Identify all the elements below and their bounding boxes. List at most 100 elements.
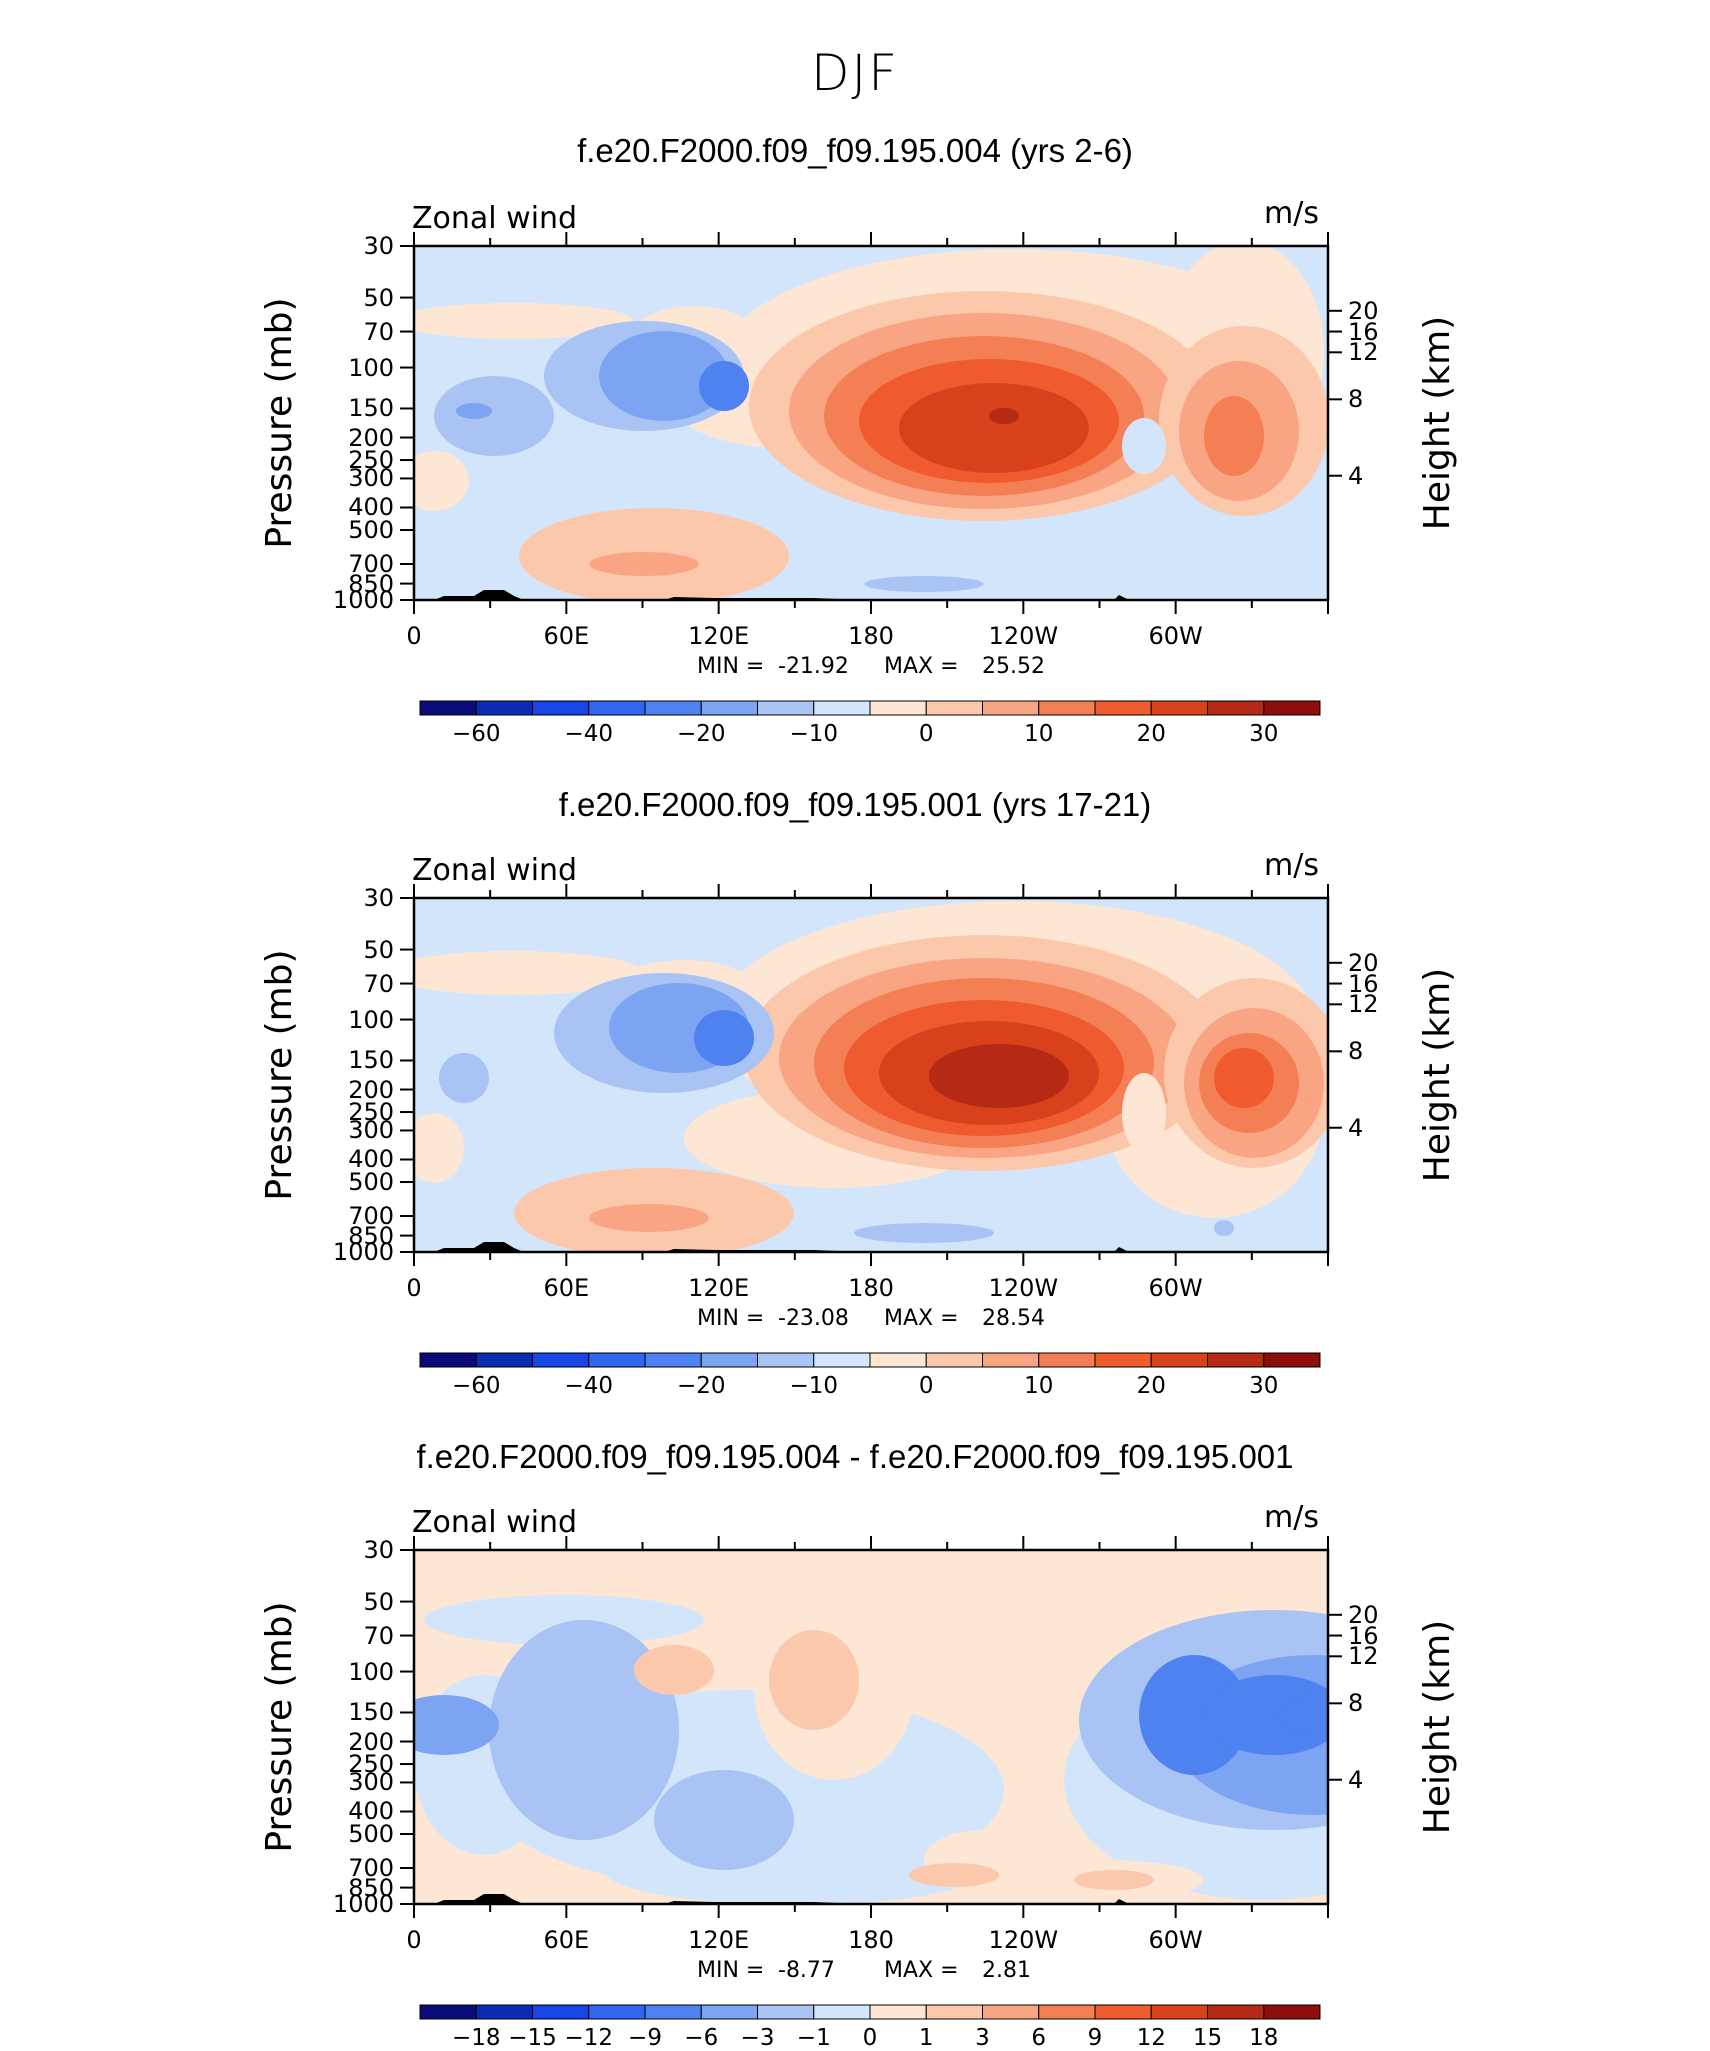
panel-title: f.e20.F2000.f09_f09.195.001 (yrs 17-21) bbox=[558, 786, 1152, 823]
contour-region bbox=[1214, 1220, 1234, 1236]
colorbar-swatch bbox=[982, 1352, 1040, 1368]
colorbar-swatch bbox=[588, 2004, 646, 2020]
x-tick-label: 120W bbox=[988, 622, 1059, 650]
units-label: m/s bbox=[1264, 848, 1319, 883]
height-tick-label: 20 bbox=[1348, 1600, 1379, 1629]
min-label: MIN = bbox=[697, 1306, 765, 1331]
colorbar-swatch bbox=[700, 700, 758, 716]
colorbar-swatch bbox=[700, 2004, 758, 2020]
y-tick-label: 50 bbox=[363, 1587, 394, 1616]
y-tick-label: 700 bbox=[348, 549, 394, 578]
colorbar-swatch bbox=[419, 1352, 477, 1368]
colorbar-tick-label: 20 bbox=[1136, 721, 1166, 747]
colorbar-swatch bbox=[475, 1352, 533, 1368]
y-tick-label: 100 bbox=[348, 1005, 394, 1034]
colorbar-swatch bbox=[925, 700, 983, 716]
colorbar bbox=[419, 700, 1321, 716]
contour-region bbox=[699, 361, 749, 411]
colorbar-tick-label: −40 bbox=[564, 721, 614, 747]
height-tick-label: 20 bbox=[1348, 948, 1379, 977]
colorbar-swatch bbox=[982, 700, 1040, 716]
colorbar bbox=[419, 2004, 1321, 2020]
colorbar-tick-label: 0 bbox=[918, 721, 934, 747]
colorbar-swatch bbox=[1207, 1352, 1265, 1368]
colorbar-swatch bbox=[1207, 2004, 1265, 2020]
contour-region bbox=[434, 376, 554, 456]
colorbar-tick-label: 18 bbox=[1249, 2025, 1279, 2051]
variable-label: Zonal wind bbox=[412, 1505, 578, 1540]
y-tick-label: 300 bbox=[348, 464, 394, 493]
contour-region bbox=[854, 1223, 994, 1243]
figure-title: DJF bbox=[810, 44, 899, 102]
colorbar-tick-label: −10 bbox=[789, 1373, 839, 1399]
height-tick-label: 4 bbox=[1348, 461, 1364, 490]
y-tick-label: 500 bbox=[348, 516, 394, 545]
contour-region bbox=[489, 1620, 679, 1840]
min-value: -23.08 bbox=[778, 1306, 849, 1331]
x-tick-label: 180 bbox=[848, 622, 894, 650]
colorbar-swatch bbox=[925, 1352, 983, 1368]
contour-region bbox=[989, 408, 1019, 424]
colorbar-swatch bbox=[532, 700, 590, 716]
units-label: m/s bbox=[1264, 1500, 1319, 1535]
min-value: -8.77 bbox=[778, 1958, 835, 1983]
y-tick-label: 30 bbox=[363, 232, 394, 260]
y-tick-label: 700 bbox=[348, 1201, 394, 1230]
colorbar-tick-label: −10 bbox=[789, 721, 839, 747]
x-tick-label: 60E bbox=[543, 1926, 590, 1954]
y-tick-label: 100 bbox=[348, 1657, 394, 1686]
min-label: MIN = bbox=[697, 654, 765, 679]
y-tick-label: 50 bbox=[363, 283, 394, 312]
x-tick-label: 60W bbox=[1148, 622, 1203, 650]
height-tick-label: 8 bbox=[1348, 1037, 1364, 1066]
colorbar-swatch bbox=[1094, 1352, 1152, 1368]
contour-region bbox=[1122, 418, 1166, 474]
y-tick-label: 30 bbox=[363, 1536, 394, 1564]
units-label: m/s bbox=[1264, 196, 1319, 231]
y-tick-label: 850 bbox=[348, 1873, 394, 1902]
contour-region bbox=[1204, 396, 1264, 476]
colorbar-swatch bbox=[1038, 700, 1096, 716]
colorbar-swatch bbox=[1263, 1352, 1321, 1368]
contour-region bbox=[456, 403, 492, 419]
min-label: MIN = bbox=[697, 1958, 765, 1983]
colorbar-swatch bbox=[644, 700, 702, 716]
max-label: MAX = bbox=[884, 1306, 959, 1331]
contour-region bbox=[414, 951, 644, 995]
contour-plot bbox=[400, 232, 1342, 614]
variable-label: Zonal wind bbox=[412, 853, 578, 888]
colorbar-swatch bbox=[869, 1352, 927, 1368]
colorbar-tick-label: −60 bbox=[451, 1373, 501, 1399]
contour-region bbox=[634, 1645, 714, 1695]
contour-region bbox=[1279, 1693, 1328, 1737]
y-tick-label: 1000 bbox=[332, 1238, 394, 1266]
y-tick-label: 200 bbox=[348, 1075, 394, 1104]
x-tick-label: 180 bbox=[848, 1926, 894, 1954]
y-tick-label: 150 bbox=[348, 1698, 394, 1727]
x-tick-label: 0 bbox=[406, 622, 422, 650]
y-tick-label: 250 bbox=[348, 446, 394, 475]
height-tick-label: 8 bbox=[1348, 385, 1364, 414]
y-tick-label: 250 bbox=[348, 1750, 394, 1779]
contour-region bbox=[589, 1204, 709, 1232]
y-tick-label: 300 bbox=[348, 1768, 394, 1797]
height-tick-label: 12 bbox=[1348, 1642, 1379, 1671]
colorbar-tick-label: 30 bbox=[1249, 1373, 1279, 1399]
max-label: MAX = bbox=[884, 654, 959, 679]
x-tick-label: 60E bbox=[543, 1274, 590, 1302]
colorbar-tick-label: 30 bbox=[1249, 721, 1279, 747]
y-axis-label: Pressure (mb) bbox=[259, 949, 300, 1201]
x-tick-label: 120W bbox=[988, 1926, 1059, 1954]
y-tick-label: 700 bbox=[348, 1853, 394, 1882]
colorbar-swatch bbox=[1150, 1352, 1208, 1368]
y-tick-label: 850 bbox=[348, 569, 394, 598]
y-tick-label: 70 bbox=[363, 969, 394, 998]
colorbar-swatch bbox=[1263, 2004, 1321, 2020]
y-tick-label: 150 bbox=[348, 1046, 394, 1075]
colorbar-swatch bbox=[1263, 700, 1321, 716]
panel-title: f.e20.F2000.f09_f09.195.004 (yrs 2-6) bbox=[577, 132, 1133, 169]
contour-region bbox=[654, 1770, 794, 1870]
max-value: 2.81 bbox=[982, 1958, 1031, 1983]
contour-region bbox=[589, 552, 699, 576]
contour-region bbox=[1204, 1675, 1328, 1755]
